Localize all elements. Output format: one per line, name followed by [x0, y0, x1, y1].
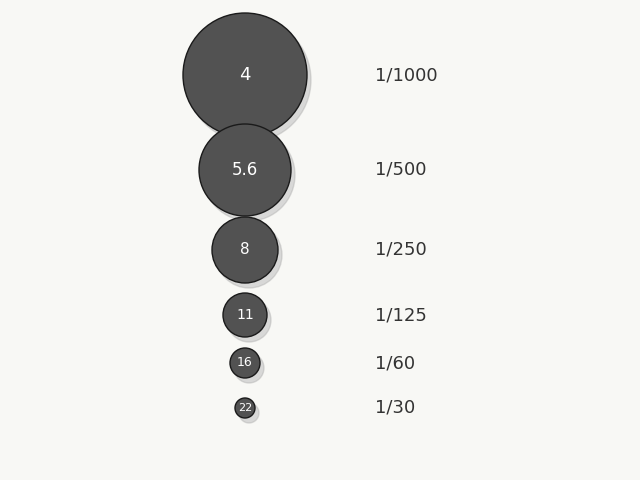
Text: 1/500: 1/500 [375, 161, 426, 179]
Text: 1/60: 1/60 [375, 354, 415, 372]
Circle shape [187, 18, 311, 142]
Text: 1/250: 1/250 [375, 241, 427, 259]
Text: 5.6: 5.6 [232, 161, 258, 179]
Circle shape [239, 403, 259, 423]
Text: 16: 16 [237, 357, 253, 370]
Circle shape [216, 222, 282, 288]
Circle shape [199, 124, 291, 216]
Circle shape [183, 13, 307, 137]
Text: 4: 4 [239, 66, 251, 84]
Text: 11: 11 [236, 308, 254, 322]
Circle shape [203, 129, 295, 221]
Circle shape [223, 293, 267, 337]
Text: 1/1000: 1/1000 [375, 66, 438, 84]
Circle shape [212, 217, 278, 283]
Circle shape [227, 298, 271, 342]
Circle shape [234, 353, 264, 383]
Text: 1/30: 1/30 [375, 399, 415, 417]
Text: 22: 22 [238, 403, 252, 413]
Text: 1/125: 1/125 [375, 306, 427, 324]
Text: 8: 8 [240, 242, 250, 257]
Circle shape [230, 348, 260, 378]
Circle shape [235, 398, 255, 418]
